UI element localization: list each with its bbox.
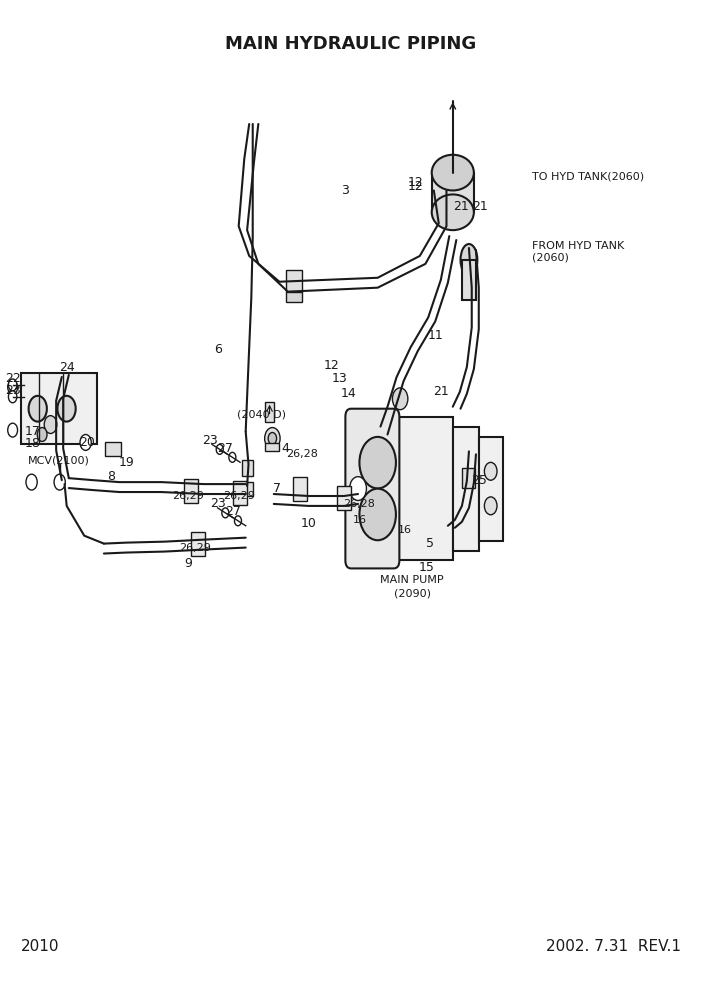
Circle shape [229, 452, 236, 462]
Bar [286, 270, 302, 292]
Text: 2010: 2010 [21, 939, 60, 954]
Circle shape [265, 428, 280, 449]
Bar [265, 443, 279, 451]
Text: 3: 3 [341, 184, 350, 197]
Text: MAIN HYDRAULIC PIPING: MAIN HYDRAULIC PIPING [225, 35, 477, 53]
Text: 2002. 7.31  REV.1: 2002. 7.31 REV.1 [546, 939, 681, 954]
Circle shape [80, 434, 91, 450]
Bar [184, 479, 198, 503]
Text: 16: 16 [397, 525, 411, 535]
Circle shape [8, 379, 17, 391]
Circle shape [58, 396, 76, 422]
Text: 12: 12 [408, 180, 423, 193]
Text: 23: 23 [202, 434, 218, 447]
Text: 6: 6 [213, 342, 222, 356]
Text: 21: 21 [433, 385, 449, 399]
Ellipse shape [432, 194, 474, 230]
Bar [233, 481, 247, 505]
Text: 12: 12 [408, 176, 423, 189]
Text: 26,28: 26,28 [343, 499, 376, 509]
Circle shape [222, 508, 229, 518]
Text: 8: 8 [107, 469, 115, 483]
Circle shape [359, 436, 396, 488]
Bar [265, 402, 274, 422]
Text: 27: 27 [217, 441, 232, 455]
Bar [105, 442, 121, 456]
Text: 20: 20 [79, 435, 95, 449]
Text: MCV(2100): MCV(2100) [28, 455, 90, 465]
Text: 14: 14 [340, 387, 356, 401]
Circle shape [8, 380, 18, 394]
Text: 15: 15 [419, 560, 435, 574]
Circle shape [8, 391, 17, 403]
Bar [453, 427, 479, 551]
Text: (2040 D): (2040 D) [237, 410, 286, 420]
Text: 10: 10 [301, 517, 317, 531]
Text: 21: 21 [453, 199, 468, 213]
Circle shape [26, 474, 37, 490]
Bar [337, 486, 351, 510]
Text: 26,29: 26,29 [172, 491, 204, 501]
Circle shape [350, 477, 366, 501]
Text: 24: 24 [60, 360, 75, 374]
Text: 18: 18 [25, 436, 40, 450]
Text: 4: 4 [281, 441, 289, 455]
Ellipse shape [432, 155, 474, 190]
Bar [432, 173, 474, 212]
Text: 16: 16 [352, 515, 366, 525]
Circle shape [44, 416, 57, 434]
Circle shape [54, 474, 65, 490]
FancyBboxPatch shape [345, 409, 399, 568]
Bar [21, 373, 97, 444]
Bar [286, 292, 302, 302]
Circle shape [268, 433, 277, 444]
Text: TO HYD TANK(2060): TO HYD TANK(2060) [532, 172, 644, 182]
Text: 27: 27 [225, 505, 241, 519]
Bar [191, 532, 205, 556]
Text: 9: 9 [184, 557, 192, 570]
Bar [293, 477, 307, 501]
Text: 21: 21 [472, 199, 488, 213]
Circle shape [234, 516, 241, 526]
Circle shape [484, 497, 497, 515]
Text: 5: 5 [425, 537, 434, 551]
Text: FROM HYD TANK: FROM HYD TANK [532, 241, 624, 251]
Ellipse shape [461, 244, 477, 276]
Text: 25: 25 [471, 473, 486, 487]
Text: 23: 23 [211, 497, 226, 511]
Bar [242, 460, 253, 476]
Bar [462, 468, 475, 488]
Text: 26,28: 26,28 [286, 449, 318, 459]
Bar [390, 417, 453, 560]
Text: 7: 7 [272, 481, 281, 495]
Text: 17: 17 [25, 425, 40, 438]
Text: (2060): (2060) [532, 253, 569, 263]
Text: 23: 23 [5, 384, 20, 398]
Text: 26,29: 26,29 [223, 491, 255, 501]
Bar [242, 482, 253, 496]
Circle shape [392, 388, 408, 410]
Circle shape [29, 396, 47, 422]
Circle shape [484, 462, 497, 480]
Circle shape [8, 424, 18, 437]
Bar [462, 260, 476, 300]
Bar [479, 437, 503, 541]
Text: MAIN PUMP: MAIN PUMP [380, 575, 444, 585]
Text: 12: 12 [324, 358, 339, 372]
Text: 22: 22 [5, 372, 20, 386]
Text: (2090): (2090) [394, 588, 430, 598]
Text: 11: 11 [428, 328, 443, 342]
Text: 19: 19 [119, 455, 134, 469]
Text: 13: 13 [332, 372, 347, 386]
Circle shape [216, 444, 223, 454]
Circle shape [359, 489, 396, 541]
Text: 26,29: 26,29 [179, 543, 211, 553]
Circle shape [37, 428, 47, 441]
